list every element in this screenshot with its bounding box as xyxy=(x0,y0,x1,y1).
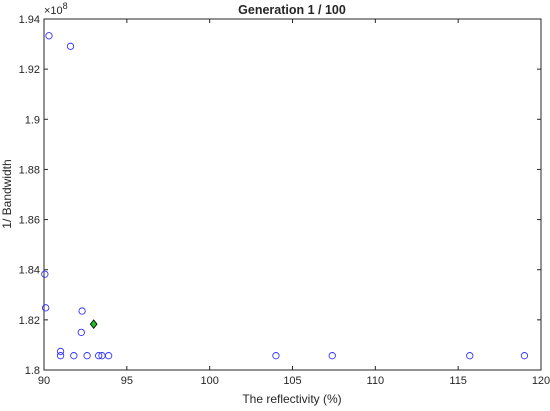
circle-point xyxy=(56,347,65,356)
y-tick-label: 1.86 xyxy=(19,215,40,227)
y-tick-label: 1.88 xyxy=(19,164,40,176)
y-tick-label: 1.92 xyxy=(19,64,40,76)
circle-point xyxy=(104,352,113,360)
circle-point xyxy=(520,352,529,360)
x-axis-label: The reflectivity (%) xyxy=(242,392,341,406)
circle-point xyxy=(66,42,75,50)
axis-ticks: 90 95 100 105 110 115 120 1.8 1.82 1.84 1.86 1.88 1.… xyxy=(19,14,550,387)
y-axis-label: 1/ Bandwidth xyxy=(0,159,14,228)
diamond-point xyxy=(89,319,98,329)
circle-point xyxy=(45,32,53,40)
y-exponent-label: ×108 xyxy=(44,1,68,17)
x-tick-label: 110 xyxy=(367,375,385,387)
x-tick-label: 115 xyxy=(449,375,467,387)
x-tick-label: 95 xyxy=(121,375,133,387)
x-tick-label: 100 xyxy=(200,375,218,387)
circle-point xyxy=(56,352,65,360)
y-tick-label: 1.82 xyxy=(19,315,40,327)
y-tick-label: 1.8 xyxy=(25,365,40,377)
circle-point xyxy=(70,352,78,360)
x-tick-label: 105 xyxy=(283,375,301,387)
circle-point xyxy=(78,307,86,315)
circle-point xyxy=(41,270,49,278)
x-tick-label: 90 xyxy=(38,375,50,387)
y-tick-label: 1.94 xyxy=(19,14,40,26)
plot-area xyxy=(43,18,542,371)
data-points xyxy=(41,32,529,360)
y-tick-label: 1.84 xyxy=(19,265,40,277)
circle-point xyxy=(42,304,50,312)
circle-point xyxy=(77,328,85,337)
circle-point xyxy=(83,352,91,360)
y-tick-label: 1.9 xyxy=(25,114,40,126)
circle-point xyxy=(466,352,474,360)
circle-point xyxy=(328,352,336,360)
circle-point xyxy=(95,352,103,360)
x-tick-label: 120 xyxy=(532,375,550,387)
chart-title: Generation 1 / 100 xyxy=(238,3,346,17)
circle-point xyxy=(272,352,280,360)
